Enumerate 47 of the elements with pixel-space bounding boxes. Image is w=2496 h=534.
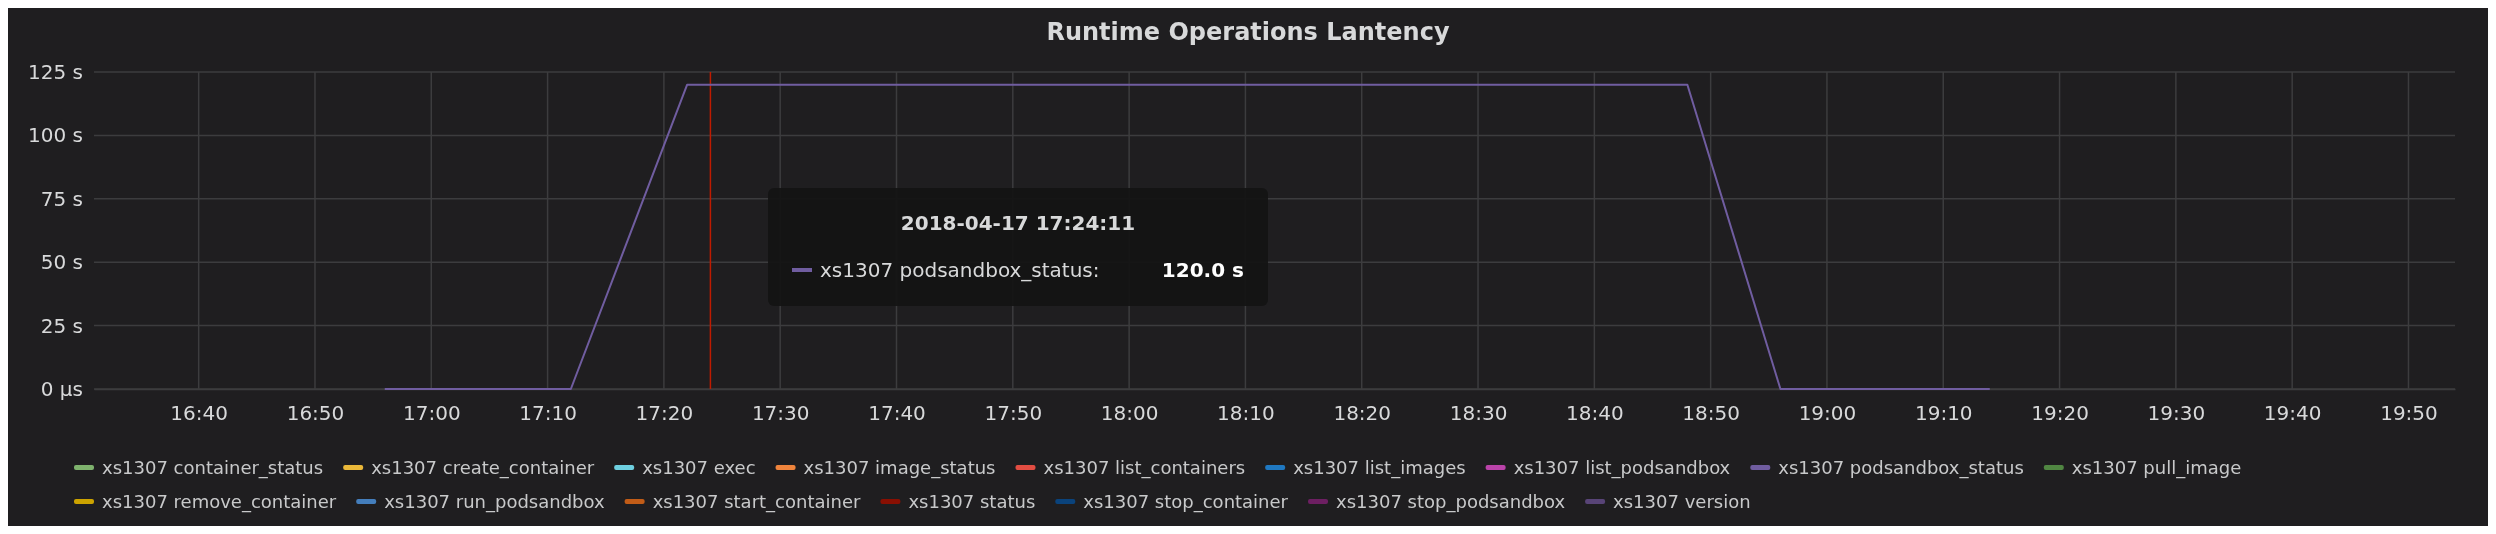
legend-label: xs1307 stop_podsandbox — [1336, 491, 1566, 513]
legend-label: xs1307 start_container — [652, 491, 861, 513]
x-tick-label: 18:50 — [1682, 401, 1740, 425]
annotation: xs1307 podsandbox_status: — [820, 258, 1100, 282]
x-tick-label: 19:00 — [1798, 401, 1857, 425]
legend-label: xs1307 exec — [642, 457, 756, 478]
x-tick-label: 17:20 — [635, 401, 694, 425]
x-tick-label: 18:10 — [1217, 401, 1275, 425]
legend-label: xs1307 create_container — [371, 457, 595, 479]
legend-label: xs1307 podsandbox_status — [1778, 457, 2024, 479]
annotation: 120.0 s — [1161, 258, 1244, 282]
x-tick-label: 17:10 — [519, 401, 577, 425]
x-tick-label: 17:50 — [984, 401, 1043, 425]
legend-label: xs1307 pull_image — [2071, 457, 2242, 479]
x-tick-label: 16:50 — [286, 401, 345, 425]
y-tick-label: 75 s — [40, 186, 83, 211]
legend-label: xs1307 run_podsandbox — [384, 491, 605, 513]
legend-label: xs1307 list_podsandbox — [1513, 457, 1731, 479]
x-tick-label: 19:20 — [2031, 401, 2089, 425]
x-tick-label: 17:00 — [402, 401, 461, 425]
legend-label: xs1307 list_containers — [1043, 457, 1246, 479]
y-tick-label: 50 s — [40, 250, 83, 275]
chart-title: Runtime Operations Lantency — [1046, 18, 1450, 46]
y-tick-label: 100 s — [28, 123, 83, 148]
x-tick-label: 19:10 — [1914, 401, 1973, 425]
legend-label: xs1307 container_status — [102, 457, 324, 479]
x-tick-label: 18:20 — [1333, 401, 1392, 425]
legend-label: xs1307 remove_container — [102, 491, 337, 513]
legend-label: xs1307 image_status — [803, 457, 996, 479]
y-tick-label: 0 µs — [40, 376, 83, 401]
x-tick-label: 17:40 — [868, 401, 926, 425]
legend-label: xs1307 status — [908, 491, 1036, 512]
legend-label: xs1307 list_images — [1293, 457, 1466, 479]
x-tick-label: 19:40 — [2263, 401, 2322, 425]
x-tick-label: 19:30 — [2147, 401, 2206, 425]
y-tick-label: 125 s — [28, 59, 83, 84]
annotation: 2018-04-17 17:24:11 — [900, 211, 1136, 235]
x-tick-label: 18:00 — [1100, 401, 1159, 425]
x-tick-label: 16:40 — [170, 401, 228, 425]
x-tick-label: 18:30 — [1449, 401, 1508, 425]
x-tick-label: 18:40 — [1566, 401, 1624, 425]
x-tick-label: 17:30 — [751, 401, 810, 425]
x-tick-label: 19:50 — [2380, 401, 2438, 425]
tooltip: 2018-04-17 17:24:11 xs1307 podsandbox_status: 120.0 s — [768, 188, 1268, 306]
legend-label: xs1307 stop_container — [1083, 491, 1289, 513]
y-tick-label: 25 s — [40, 313, 83, 338]
legend-label: xs1307 version — [1613, 491, 1751, 512]
